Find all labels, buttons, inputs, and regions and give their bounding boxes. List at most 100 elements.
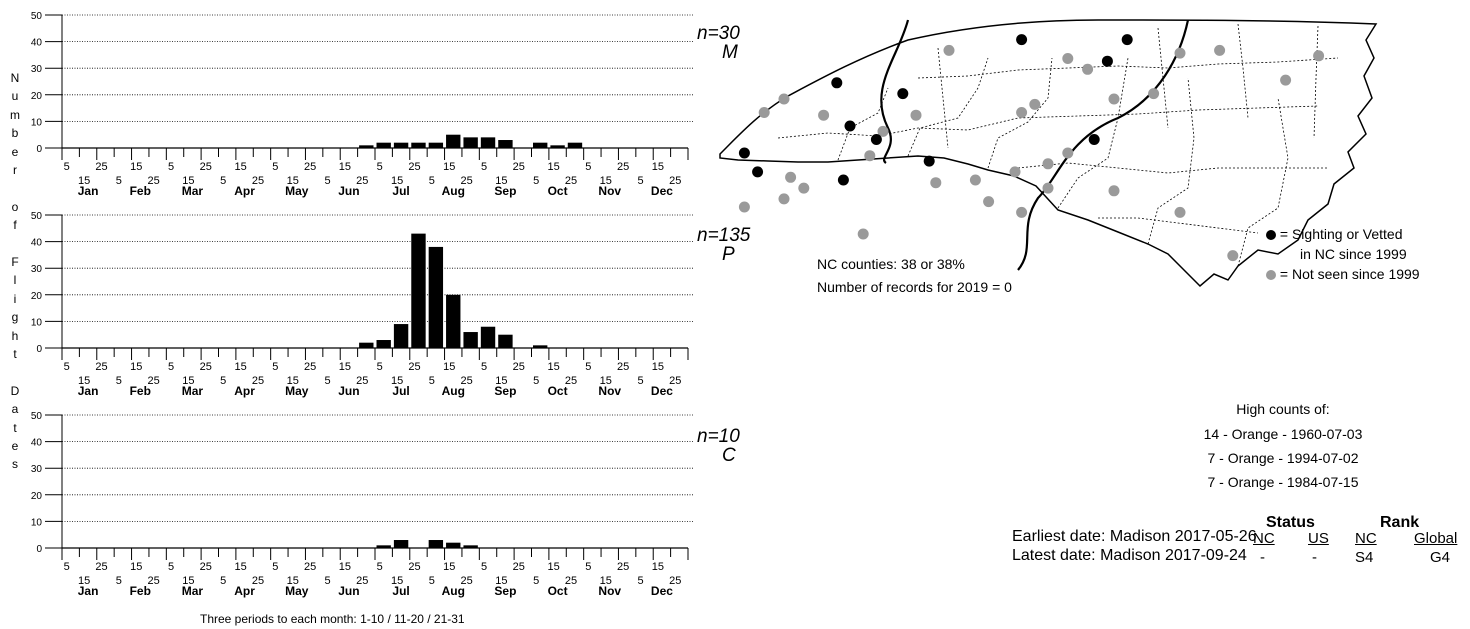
y-tick-label: 30 (31, 464, 43, 475)
bar (393, 324, 409, 348)
x-tick-label: 25 (617, 161, 629, 173)
month-label: May (285, 584, 309, 598)
x-axis-caption: Three periods to each month: 1-10 / 11-2… (200, 612, 465, 626)
rank-g-value: G4 (1430, 549, 1451, 566)
bar (376, 142, 391, 148)
bar (498, 140, 513, 148)
y-axis-label-char: D (10, 383, 20, 398)
black-county-dot (831, 77, 843, 89)
nc-county-map (719, 19, 1378, 288)
x-tick-label: 5 (637, 575, 643, 587)
x-tick-label: 5 (64, 361, 70, 373)
y-axis-label-char: a (11, 402, 19, 417)
x-tick-label: 5 (168, 161, 174, 173)
latest-date: Latest date: Madison 2017-09-24 (1012, 547, 1247, 564)
black-dot-icon (1266, 230, 1276, 241)
bar (393, 540, 409, 548)
x-tick-label: 25 (148, 175, 160, 187)
x-tick-label: 5 (272, 561, 278, 573)
x-tick-label: 15 (78, 375, 90, 387)
black-county-dot (738, 147, 750, 159)
y-axis-label-char: N (10, 71, 20, 85)
y-tick-label: 30 (31, 264, 43, 275)
x-tick-label: 5 (637, 175, 643, 187)
bar (376, 545, 391, 548)
x-tick-label: 25 (356, 175, 368, 187)
grey-county-dot (1214, 44, 1226, 56)
month-label: Jan (78, 184, 99, 198)
status-nc-header: NC (1253, 530, 1275, 547)
x-tick-label: 25 (461, 175, 473, 187)
x-tick-label: 15 (652, 161, 664, 173)
y-axis-label-char: s (12, 457, 18, 472)
month-label: Aug (442, 184, 465, 198)
x-tick-label: 15 (547, 361, 559, 373)
x-tick-label: 15 (78, 575, 90, 587)
x-tick-label: 15 (130, 161, 142, 173)
x-tick-label: 15 (339, 561, 351, 573)
x-tick-label: 25 (408, 361, 420, 373)
grey-dots-layer (738, 44, 1325, 262)
x-tick-label: 5 (64, 561, 70, 573)
x-tick-label: 25 (617, 361, 629, 373)
x-tick-label: 25 (95, 561, 107, 573)
month-label: Sep (494, 184, 516, 198)
bar (428, 142, 444, 148)
x-tick-label: 15 (600, 575, 612, 587)
month-label: Apr (234, 584, 255, 598)
grey-county-dot (758, 107, 770, 118)
x-tick-label: 25 (461, 575, 473, 587)
x-tick-label: 5 (168, 361, 174, 373)
x-tick-label: 5 (272, 361, 278, 373)
x-tick-label: 5 (324, 575, 330, 587)
grey-county-dot (1029, 98, 1041, 110)
month-label: Oct (548, 184, 568, 198)
y-tick-label: 40 (31, 38, 43, 49)
chart-c-n-label: n=10 (697, 426, 740, 447)
x-tick-label: 5 (272, 161, 278, 173)
x-tick-label: 15 (234, 361, 246, 373)
y-tick-label: 40 (31, 238, 43, 249)
status-us-value: - (1312, 549, 1317, 566)
black-county-dot (923, 155, 935, 167)
x-tick-label: 25 (148, 575, 160, 587)
month-label: Nov (598, 384, 621, 398)
grey-dot-icon (1266, 270, 1276, 281)
y-tick-label: 50 (31, 211, 43, 222)
grey-county-dot (1313, 50, 1325, 62)
x-tick-label: 25 (356, 375, 368, 387)
bar (376, 340, 391, 348)
chart-m-code: M (722, 42, 738, 63)
grey-county-dot (778, 93, 790, 105)
y-axis-label-char: h (11, 328, 19, 343)
month-label: Mar (182, 584, 204, 598)
month-label: Jul (392, 384, 409, 398)
x-tick-label: 15 (287, 375, 299, 387)
bar (463, 545, 478, 548)
x-tick-label: 25 (513, 361, 525, 373)
bar (393, 142, 409, 148)
month-label: Sep (494, 584, 516, 598)
x-tick-label: 15 (443, 561, 455, 573)
high-count-1: 14 - Orange - 1960-07-03 (1203, 426, 1363, 442)
black-county-dot (1121, 34, 1133, 46)
month-label: May (285, 384, 309, 398)
x-tick-label: 25 (95, 161, 107, 173)
x-tick-label: 5 (116, 175, 122, 187)
x-tick-label: 25 (304, 161, 316, 173)
bar (411, 233, 426, 348)
legend-grey-line: = Not seen since 1999 (1279, 266, 1420, 282)
y-tick-label: 0 (36, 544, 42, 555)
y-axis-label-char: e (11, 144, 19, 159)
bar (480, 137, 496, 148)
bar (567, 142, 583, 148)
month-label: Jun (338, 184, 359, 198)
y-axis-label-char: i (13, 291, 17, 306)
x-tick-label: 15 (287, 175, 299, 187)
month-label: Nov (598, 584, 621, 598)
earliest-date: Earliest date: Madison 2017-05-26 (1012, 528, 1257, 545)
bar (428, 540, 444, 548)
rank-s-value: S4 (1355, 549, 1374, 566)
grey-county-dot (1016, 107, 1028, 118)
y-axis-label-char: o (11, 199, 19, 214)
